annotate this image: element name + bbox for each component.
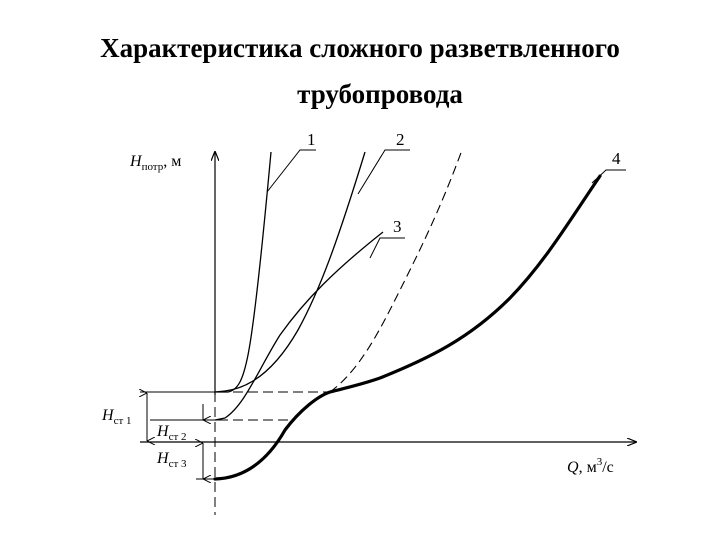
label-hst2: Hст 2 <box>156 423 187 443</box>
curve-4 <box>213 174 602 481</box>
label-curve-2: 2 <box>396 130 405 149</box>
curve-2 <box>214 151 366 393</box>
leader-curve-2 <box>357 149 410 195</box>
y-axis-label: Hпотр, м <box>129 153 181 173</box>
leader-curve-3 <box>369 237 405 259</box>
label-hst3: Hст 3 <box>156 450 187 470</box>
label-hst1: Hст 1 <box>101 407 132 427</box>
title-line-2: трубопровода <box>297 79 463 109</box>
curve-1 <box>215 151 272 393</box>
label-curve-3: 3 <box>393 217 402 236</box>
label-curve-1: 1 <box>307 130 316 149</box>
label-curve-4: 4 <box>612 149 621 168</box>
leader-curve-4 <box>591 169 626 184</box>
curve-3 <box>214 231 384 421</box>
curve-dashed <box>329 149 463 393</box>
x-axis-label: Q, м3/с <box>567 456 614 476</box>
title-line-1: Характеристика сложного разветвленного <box>100 33 620 63</box>
leader-curve-1 <box>266 149 316 193</box>
